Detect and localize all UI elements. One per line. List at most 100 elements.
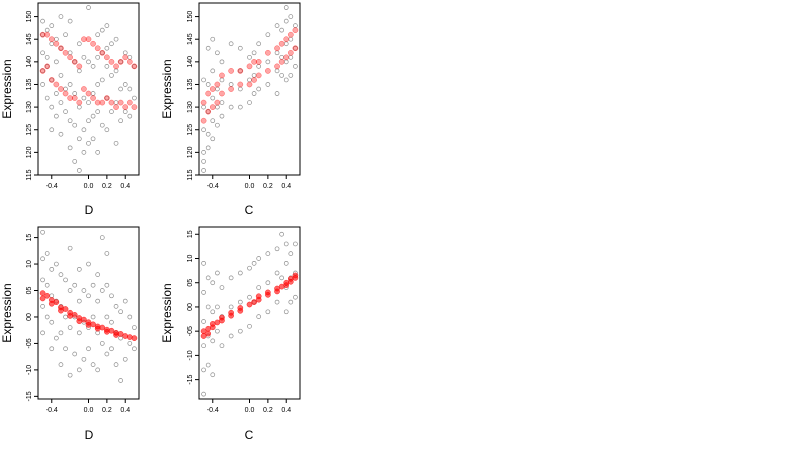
chart-1-observed-point xyxy=(95,54,101,60)
chart-4-fitted-point xyxy=(205,330,212,337)
chart-1-fitted-point xyxy=(44,63,51,70)
chart-2-observed-point xyxy=(251,50,257,56)
chart-2-observed-point xyxy=(205,131,211,137)
chart-1-observed-point xyxy=(99,27,105,33)
chart-1-observed-point xyxy=(67,18,73,24)
chart-1-observed-point xyxy=(95,109,101,114)
chart-3-x-tick-label: 0.0 xyxy=(84,407,94,414)
chart-1-observed-point xyxy=(86,118,91,124)
chart-3-observed-point xyxy=(49,319,55,325)
chart-1-observed-point xyxy=(99,50,105,56)
chart-1-observed-point xyxy=(104,95,110,101)
chart-3-observed-point xyxy=(99,235,105,240)
chart-4-observed-point xyxy=(205,304,211,310)
chart-4-x-tick-label: 0.2 xyxy=(263,407,273,414)
chart-1-observed-point xyxy=(86,59,91,65)
chart-4-observed-point xyxy=(201,260,206,266)
chart-4-observed-point xyxy=(210,309,216,315)
chart-3-fitted-point xyxy=(39,295,46,302)
chart-4-observed-point xyxy=(215,304,220,310)
chart-2-fitted-point xyxy=(237,81,244,88)
chart-2-observed-point xyxy=(247,54,252,60)
chart-1-y-tick-label: 130 xyxy=(26,101,33,113)
chart-1-observed-point xyxy=(90,113,96,119)
chart-1-observed-point xyxy=(99,77,105,83)
chart-1-observed-point xyxy=(118,86,123,92)
chart-4-observed-point xyxy=(283,241,289,247)
chart-3-observed-point xyxy=(90,314,96,320)
chart-1-observed-point xyxy=(40,50,45,56)
chart-1-fitted-point xyxy=(126,58,133,65)
chart-2-y-tick-label: 120 xyxy=(187,146,194,158)
chart-4-observed-point xyxy=(293,294,298,300)
chart-4-observed-point xyxy=(201,290,206,295)
chart-2-fitted-point xyxy=(228,68,234,74)
chart-2-fitted-point xyxy=(219,90,225,97)
chart-3-observed-point xyxy=(109,319,114,325)
chart-2-observed-point xyxy=(201,168,206,173)
chart-3-fitted-point xyxy=(71,312,78,318)
chart-3: -0.4 0.0 0.2 0.4 -15 -10 -05 00 05 10 15 D Expressio… xyxy=(0,226,140,442)
chart-4-fitted-point xyxy=(228,309,234,316)
chart-4-observed-point xyxy=(274,270,280,276)
chart-4-observed-point xyxy=(288,251,294,256)
chart-1-observed-point xyxy=(44,54,50,60)
chart-1-observed-point xyxy=(54,113,59,119)
chart-2-y-tick-label: 140 xyxy=(187,56,194,68)
chart-3-fitted-point xyxy=(53,299,60,306)
chart-4-observed-point xyxy=(247,265,252,271)
chart-3-fitted-point xyxy=(81,316,87,323)
chart-4-fitted-point xyxy=(219,314,225,321)
chart-3-fitted-series xyxy=(39,290,138,341)
chart-2-x-tick-label: -0.4 xyxy=(207,183,219,190)
chart-2-observed-point xyxy=(237,104,243,110)
chart-1-observed-point xyxy=(127,86,133,92)
chart-3-y-tick-label: 00 xyxy=(26,313,33,321)
chart-2-observed-point xyxy=(205,45,211,51)
chart-4-observed-point xyxy=(283,260,289,266)
chart-1-observed-point xyxy=(95,150,101,155)
chart-4-observed-point xyxy=(210,280,216,286)
chart-1-fitted-point xyxy=(58,45,64,52)
chart-2-observed-point xyxy=(265,59,271,65)
chart-2-observed-point xyxy=(279,73,284,78)
chart-4-observed-point xyxy=(274,299,280,305)
chart-1-y-tick-label: 145 xyxy=(26,33,33,45)
chart-1-y-axis-title: Expression xyxy=(0,59,14,118)
chart-2-observed-point xyxy=(215,122,220,128)
chart-4-observed-point xyxy=(265,309,271,315)
chart-2-observed-point xyxy=(205,145,211,151)
chart-3-fitted-point xyxy=(117,331,124,337)
chart-1-fitted-point xyxy=(90,95,96,101)
chart-3-observed-point xyxy=(40,229,45,235)
chart-3-fitted-point xyxy=(104,328,110,335)
chart-2-observed-point xyxy=(251,91,257,96)
chart-2-observed-point xyxy=(283,18,289,24)
chart-1-observed-point xyxy=(81,150,87,155)
chart-1-fitted-point xyxy=(67,95,73,101)
chart-2-fitted-point xyxy=(251,58,257,65)
chart-2-observed-point xyxy=(210,118,216,124)
chart-4-observed-point xyxy=(201,319,206,324)
chart-1-y-tick-label: 150 xyxy=(26,11,33,23)
chart-4-observed-point xyxy=(247,323,252,329)
chart-1-y-tick-label: 115 xyxy=(26,169,33,180)
chart-1-fitted-point xyxy=(58,86,64,92)
chart-3-observed-point xyxy=(113,362,119,367)
chart-1-observed-point xyxy=(40,18,45,24)
chart-4-observed-point xyxy=(201,391,206,397)
chart-1-fitted-point xyxy=(99,49,106,56)
chart-3-observed-point xyxy=(104,282,110,288)
chart-3-observed-point xyxy=(104,251,110,256)
chart-3-observed-point xyxy=(118,378,123,383)
chart-3-fitted-point xyxy=(126,334,133,340)
chart-4-x-tick-label: 0.4 xyxy=(281,407,291,414)
chart-1-y-tick-label: 125 xyxy=(26,124,33,136)
chart-3-x-axis-title: D xyxy=(85,428,94,442)
chart-3-observed-point xyxy=(67,288,73,293)
chart-3-observed-point xyxy=(90,282,96,288)
chart-1-fitted-point xyxy=(39,31,46,38)
chart-3-observed-point xyxy=(118,309,123,315)
